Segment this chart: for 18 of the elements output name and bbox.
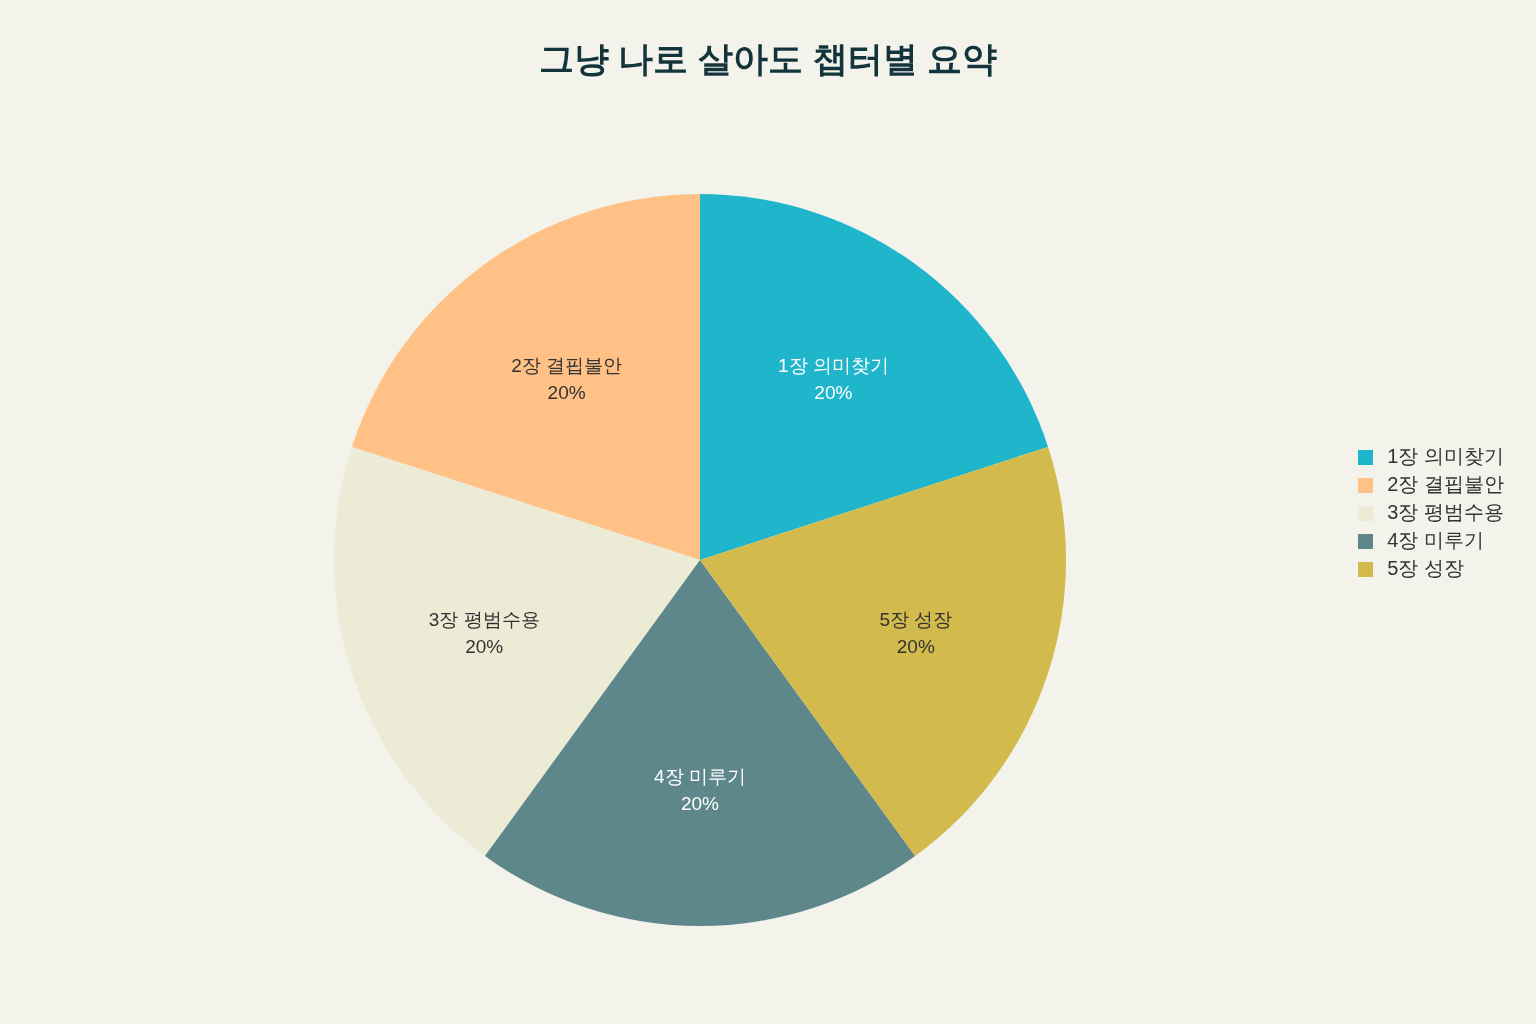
slice-label: 4장 미루기 (654, 765, 746, 787)
pie-slice (700, 194, 1049, 560)
slice-label: 1장 의미찾기 (777, 355, 889, 377)
data-label: 20% (465, 636, 504, 658)
legend-label: 1장 의미찾기 (1387, 445, 1504, 467)
legend-label: 2장 결핍불안 (1387, 473, 1504, 495)
legend-label: 3장 평범수용 (1387, 501, 1504, 523)
legend-label: 4장 미루기 (1387, 529, 1484, 551)
data-label: 20% (680, 792, 720, 814)
data-label: 20% (547, 382, 586, 404)
slice-label: 3장 평범수용 (428, 609, 540, 631)
pie-slice (351, 194, 700, 560)
legend-label: 5장 성장 (1387, 557, 1464, 579)
slice-label: 2장 결핍불안 (511, 355, 623, 377)
data-label: 20% (896, 636, 935, 658)
chart-title: 그냥 나로 살아도 챕터별 요약 (537, 38, 999, 80)
slice-label: 5장 성장 (879, 609, 953, 631)
data-label: 20% (814, 382, 853, 404)
